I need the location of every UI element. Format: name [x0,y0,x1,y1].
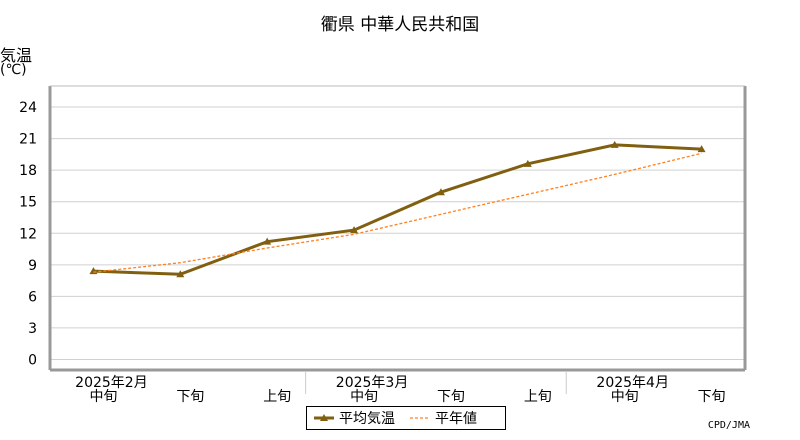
x-tick-label-0: 中旬 [89,389,117,405]
month-label-0: 2025年2月 [75,375,148,391]
y-axis-label: 気温 [0,46,33,65]
x-tick-label-2: 上旬 [263,389,291,405]
legend-normal-swatch [410,417,430,419]
legend: 平均気温 平年値 [306,406,506,430]
y-tick-label-24: 24 [19,100,37,116]
y-axis-unit: (℃) [0,62,27,78]
legend-mean-swatch [314,414,334,421]
series-mean-point-2 [263,237,272,245]
series-mean-point-6 [610,140,619,148]
y-tick-label-9: 9 [28,258,37,274]
x-tick-label-1: 下旬 [176,389,204,405]
x-tick-label-4: 下旬 [437,389,465,405]
x-tick-label-7: 下旬 [698,389,726,405]
y-tick-label-12: 12 [19,226,37,242]
legend-item-normal: 平年値 [409,408,477,428]
x-tick-label-5: 上旬 [524,389,552,405]
series-mean-point-3 [350,226,359,234]
series-mean-point-7 [697,145,706,153]
plot-area [50,86,745,370]
x-tick-label-3: 中旬 [350,389,378,405]
chart-title: 衢県 中華人民共和国 [320,15,480,35]
y-tick-label-21: 21 [19,132,37,148]
series-mean-point-5 [523,159,532,167]
series-mean-point-1 [176,270,185,278]
credit: CPD/JMA [707,420,750,431]
y-tick-label-18: 18 [19,163,37,179]
legend-normal-label: 平年値 [435,411,477,427]
y-tick-label-6: 6 [28,289,37,305]
legend-mean-label: 平均気温 [339,411,395,427]
series-mean-point-4 [436,188,445,196]
series-mean-line [93,143,702,276]
month-label-1: 2025年3月 [336,375,409,391]
legend-item-mean: 平均気温 [313,408,395,428]
x-tick-label-6: 中旬 [611,389,639,405]
y-tick-label-15: 15 [19,195,37,211]
y-tick-label-0: 0 [28,352,37,368]
y-tick-label-3: 3 [28,321,37,337]
series-normal-line [93,152,702,273]
month-label-2: 2025年4月 [596,375,669,391]
